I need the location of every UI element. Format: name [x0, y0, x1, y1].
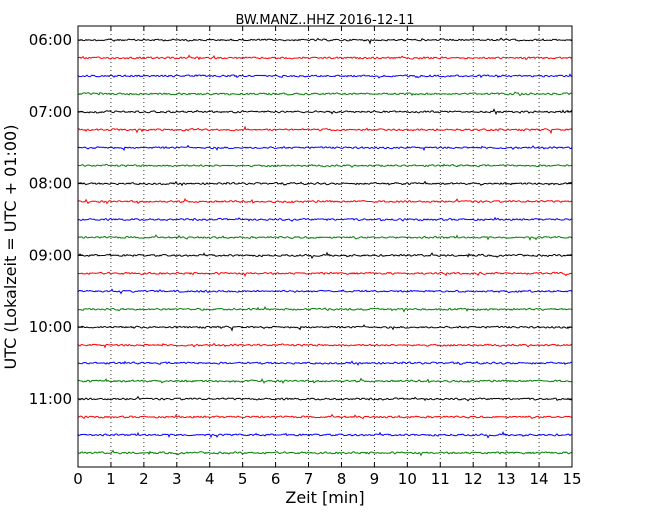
- x-tick-label: 14: [530, 470, 549, 488]
- x-tick-label: 13: [497, 470, 516, 488]
- x-tick-label: 5: [238, 470, 248, 488]
- y-tick-label: 06:00: [29, 31, 72, 49]
- trace-line: [77, 342, 573, 349]
- trace-line: [77, 91, 573, 97]
- grid-lines: [110, 26, 540, 467]
- x-tick-label: 0: [73, 470, 83, 488]
- y-axis-label: UTC (Lokalzeit = UTC + 01:00): [1, 125, 20, 370]
- axis-ticks: 0 1 2 3 4 5 6 7 8 9 10 11 12 13 14 1506:0007:0008:0009:…: [29, 26, 582, 488]
- x-tick-label: 15: [562, 470, 581, 488]
- trace-line: [77, 288, 573, 295]
- trace-line: [77, 180, 573, 187]
- chart-title: BW.MANZ..HHZ 2016-12-11: [235, 13, 414, 28]
- x-tick-label: 3: [172, 470, 182, 488]
- trace-line: [77, 37, 573, 45]
- x-tick-label: 1: [106, 470, 116, 488]
- x-tick-label: 4: [205, 470, 215, 488]
- trace-line: [77, 395, 573, 402]
- trace-line: [77, 234, 573, 241]
- y-tick-label: 09:00: [29, 246, 72, 264]
- x-tick-label: 10: [398, 470, 417, 488]
- y-tick-label: 07:00: [29, 103, 72, 121]
- x-tick-label: 12: [464, 470, 483, 488]
- x-axis-label: Zeit [min]: [285, 488, 364, 507]
- trace-line: [77, 449, 573, 457]
- trace-line: [77, 324, 573, 332]
- trace-line: [77, 73, 573, 79]
- trace-layer: [77, 37, 573, 457]
- trace-line: [77, 413, 573, 420]
- trace-line: [77, 251, 573, 260]
- trace-line: [77, 125, 573, 135]
- trace-line: [77, 306, 573, 313]
- trace-line: [77, 377, 573, 384]
- x-tick-label: 2: [139, 470, 149, 488]
- x-tick-label: 11: [431, 470, 450, 488]
- trace-line: [77, 108, 573, 116]
- trace-line: [77, 216, 573, 222]
- plot-area-frame: [77, 25, 573, 468]
- x-tick-label: 9: [370, 470, 380, 488]
- y-tick-label: 11:00: [29, 390, 72, 408]
- x-tick-label: 7: [304, 470, 314, 488]
- y-tick-label: 08:00: [29, 175, 72, 193]
- x-tick-label: 8: [337, 470, 347, 488]
- trace-line: [77, 54, 573, 61]
- trace-line: [77, 163, 573, 168]
- x-tick-label: 6: [271, 470, 281, 488]
- trace-line: [77, 271, 573, 277]
- trace-line: [77, 197, 573, 205]
- trace-line: [77, 360, 573, 366]
- trace-line: [77, 430, 573, 439]
- y-tick-label: 10:00: [29, 318, 72, 336]
- trace-line: [77, 144, 573, 152]
